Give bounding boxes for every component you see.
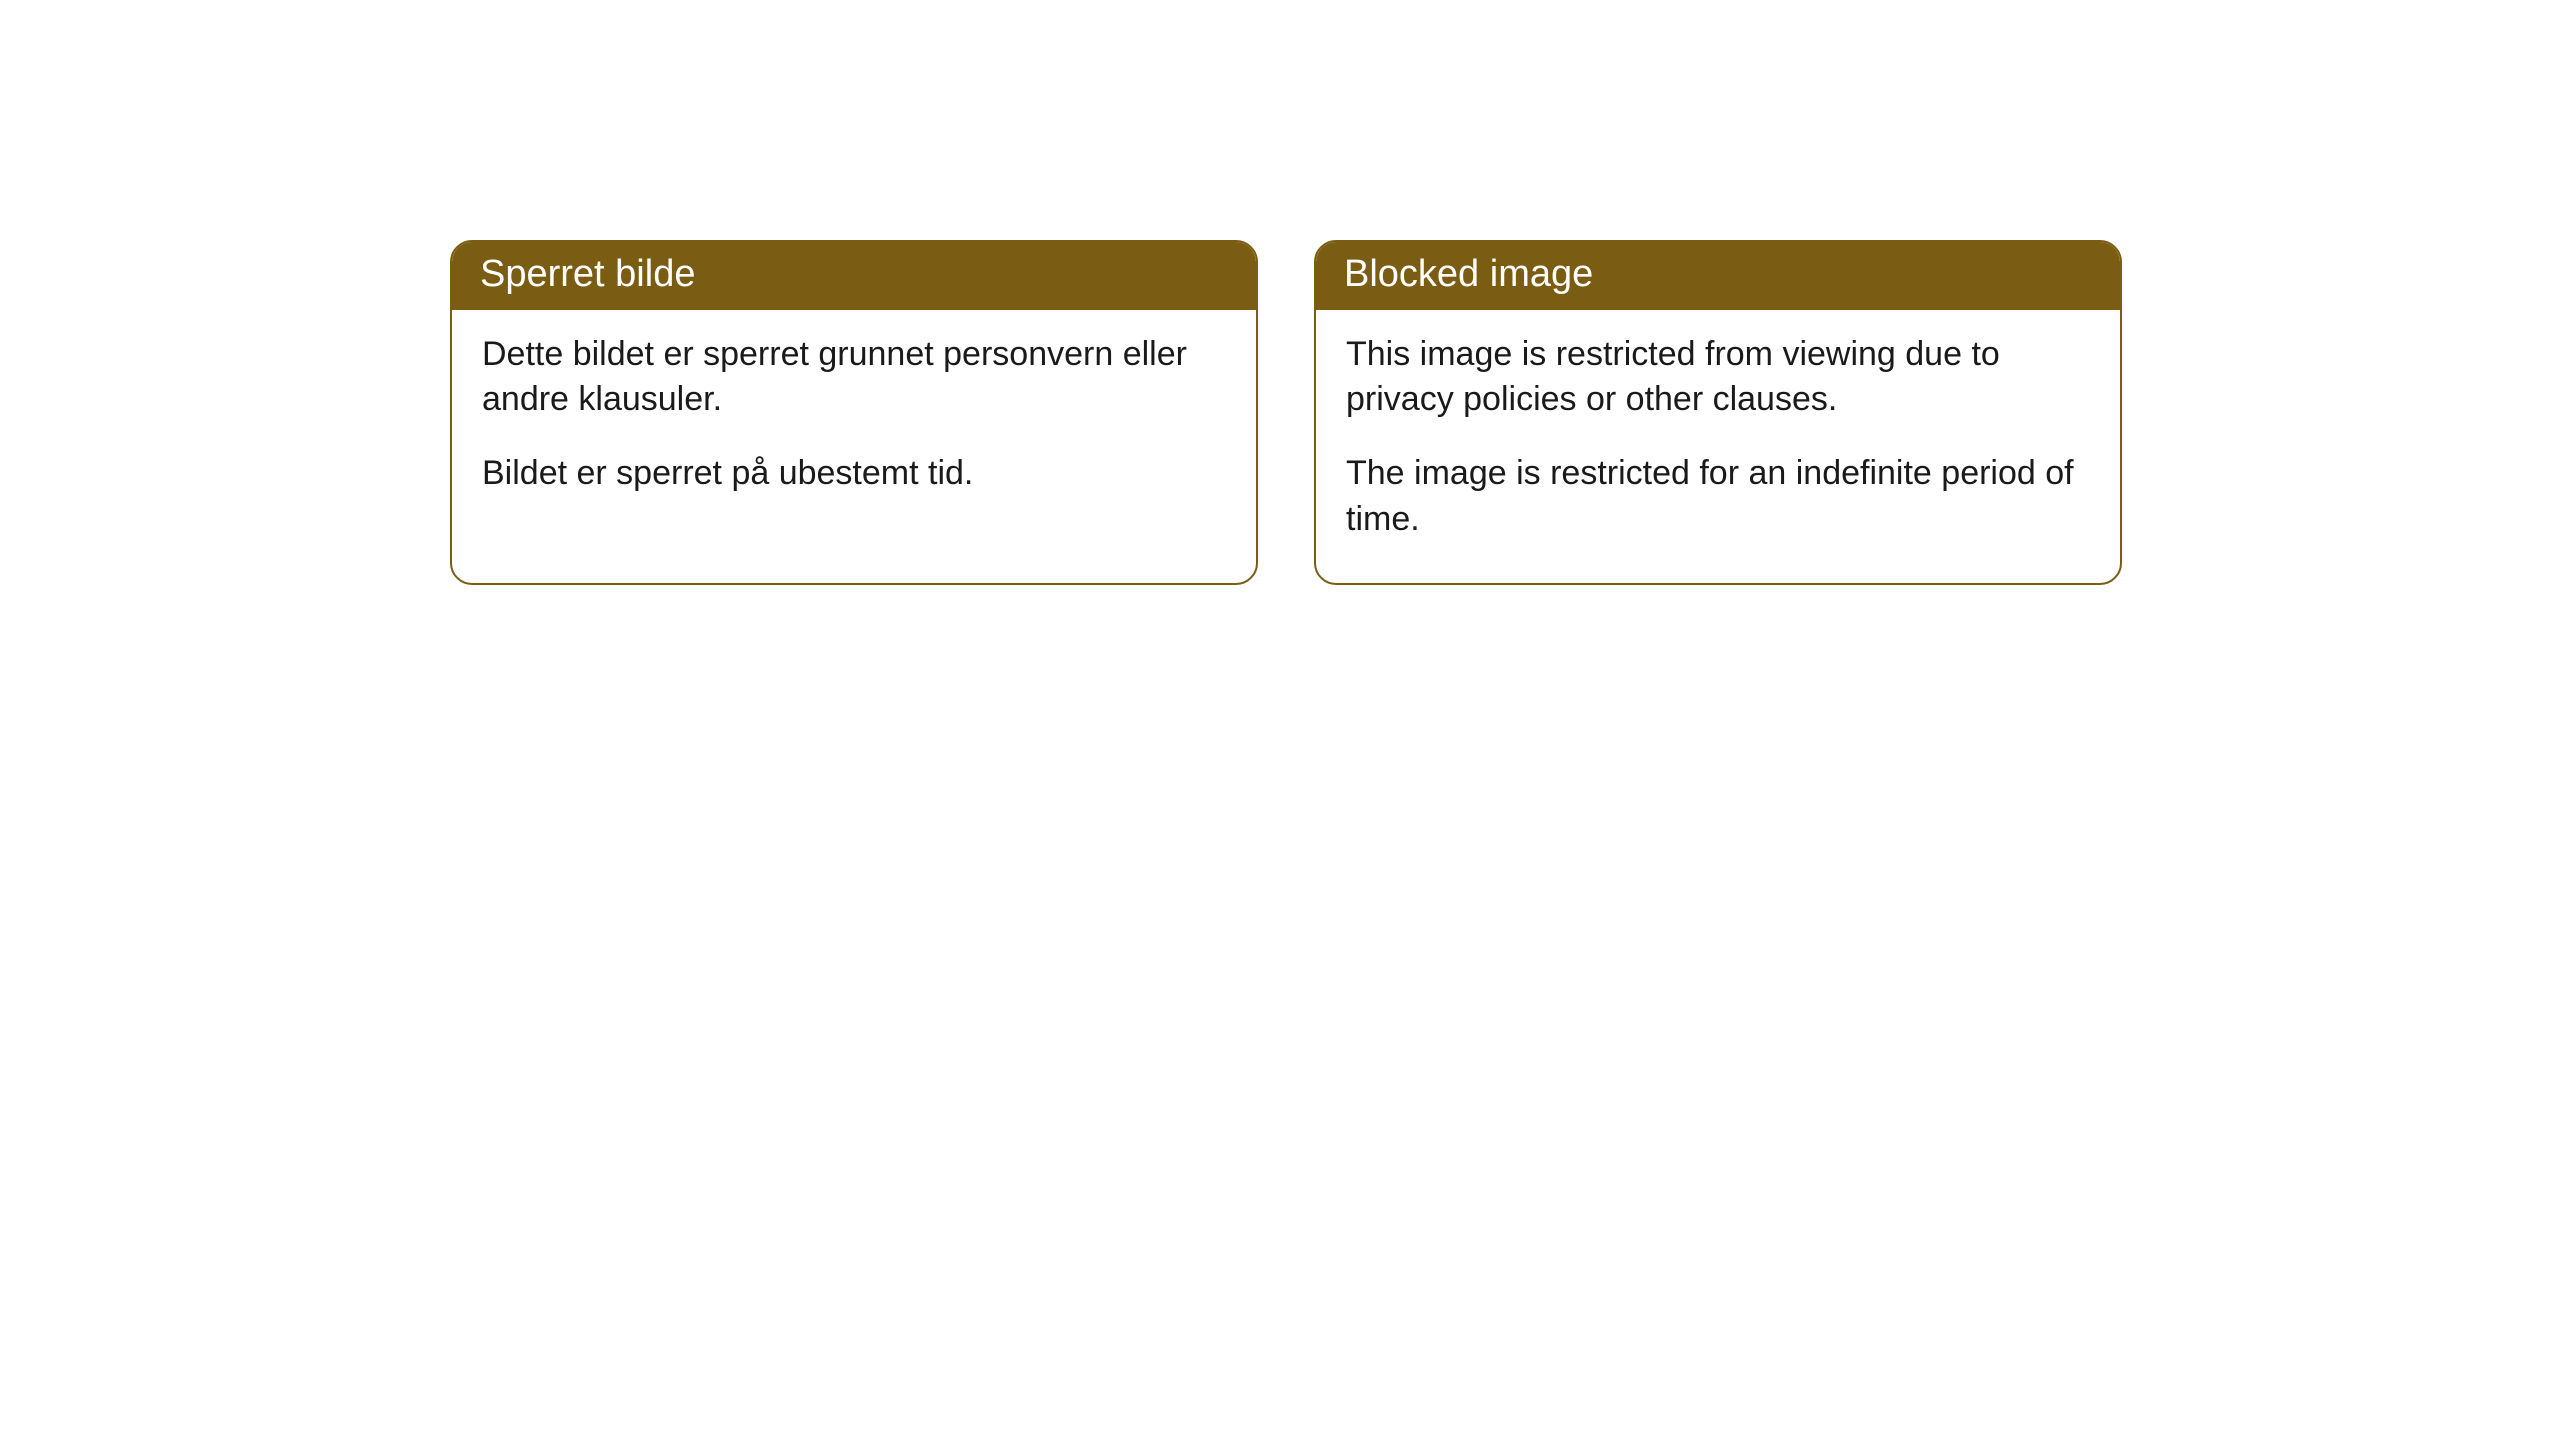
card-title: Blocked image [1344,253,1593,295]
card-paragraph: The image is restricted for an indefinit… [1346,451,2090,543]
card-paragraph: Dette bildet er sperret grunnet personve… [482,332,1226,424]
card-body: Dette bildet er sperret grunnet personve… [452,310,1256,538]
card-header: Sperret bilde [452,242,1256,310]
card-header: Blocked image [1316,242,2120,310]
notice-card-norwegian: Sperret bilde Dette bildet er sperret gr… [450,240,1258,585]
notice-container: Sperret bilde Dette bildet er sperret gr… [0,0,2560,585]
notice-card-english: Blocked image This image is restricted f… [1314,240,2122,585]
card-body: This image is restricted from viewing du… [1316,310,2120,584]
card-title: Sperret bilde [480,253,695,295]
card-paragraph: This image is restricted from viewing du… [1346,332,2090,424]
card-paragraph: Bildet er sperret på ubestemt tid. [482,451,1226,497]
